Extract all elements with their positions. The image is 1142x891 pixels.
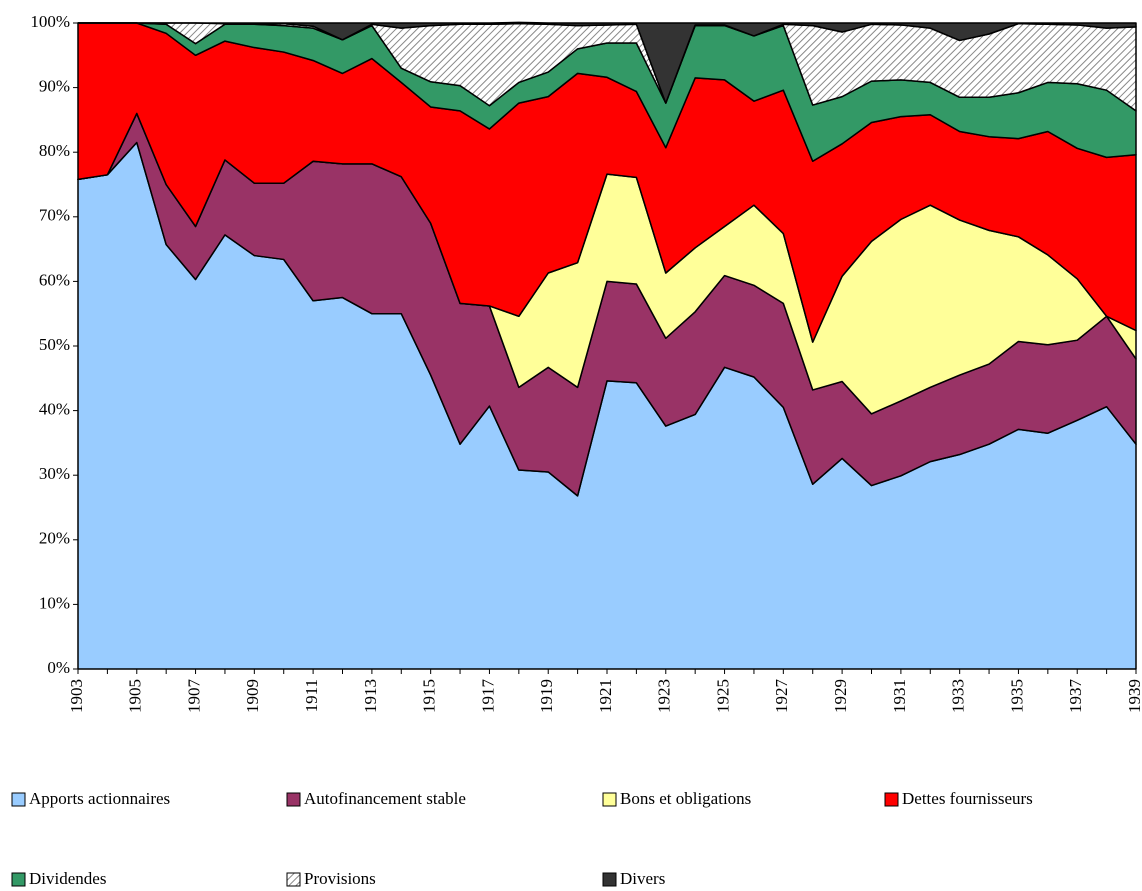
x-tick-label: 1919 [537,679,556,713]
x-tick-label: 1923 [655,679,674,713]
x-tick-label: 1937 [1066,679,1085,714]
legend-swatch [602,792,617,807]
x-tick-label: 1907 [184,679,203,714]
x-tick-label: 1933 [949,679,968,713]
legend-label: Bons et obligations [620,789,751,808]
y-tick-label: 100% [30,12,70,31]
x-tick-label: 1939 [1125,679,1142,713]
x-tick-label: 1913 [361,679,380,713]
legend-label: Provisions [304,869,376,888]
legend-swatch [11,872,26,887]
x-tick-label: 1903 [67,679,86,713]
x-tick-label: 1929 [831,679,850,713]
x-tick-label: 1925 [713,679,732,713]
x-tick-label: 1917 [478,679,497,714]
y-tick-label: 60% [39,270,70,289]
x-tick-label: 1911 [302,679,321,712]
x-tick-label: 1935 [1007,679,1026,713]
x-tick-label: 1905 [126,679,145,713]
area [77,21,1137,104]
y-tick-label: 70% [39,206,70,225]
x-tick-label: 1921 [596,679,615,713]
y-tick-label: 10% [39,593,70,612]
y-tick-label: 40% [39,400,70,419]
legend-swatch [286,792,301,807]
x-tick-label: 1931 [890,679,909,713]
y-tick-label: 80% [39,141,70,160]
legend-swatch [11,792,26,807]
x-tick-label: 1927 [772,679,791,714]
x-tick-label: 1909 [243,679,262,713]
legend-swatch [602,872,617,887]
legend-label: Autofinancement stable [304,789,466,808]
y-tick-label: 90% [39,77,70,96]
x-tick-label: 1915 [420,679,439,713]
legend-swatch [884,792,899,807]
legend-label: Apports actionnaires [29,789,170,808]
legend-swatch [286,872,301,887]
y-tick-label: 20% [39,529,70,548]
y-tick-label: 50% [39,335,70,354]
legend-label: Dividendes [29,869,106,888]
legend-label: Dettes fournisseurs [902,789,1033,808]
legend-label: Divers [620,869,665,888]
y-tick-label: 30% [39,464,70,483]
y-tick-label: 0% [47,658,70,677]
